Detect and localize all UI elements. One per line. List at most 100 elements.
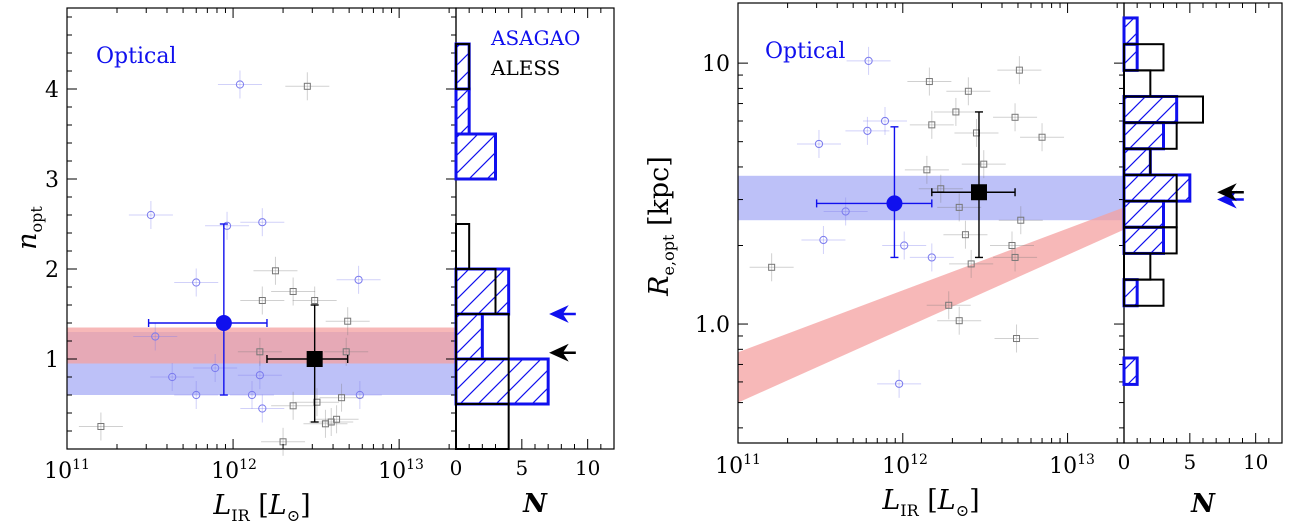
hist-x-tick-label: 10 — [1243, 450, 1268, 474]
right-x-tick-1e13: 1013 — [1049, 452, 1095, 479]
asagao-point — [863, 126, 872, 135]
y-tick-label: 1.0 — [695, 313, 730, 338]
asagao-mean-marker — [215, 315, 232, 331]
asagao-point — [900, 241, 909, 250]
left-y-axis-label: nopt — [12, 206, 46, 250]
left-x-tick-1e11: 1011 — [44, 457, 90, 484]
aless-point — [925, 78, 933, 86]
aless-point — [964, 87, 972, 95]
asagao-point — [355, 390, 364, 400]
asagao-hist-bar — [1122, 16, 1139, 46]
asagao-mean-marker — [886, 195, 903, 212]
aless-point — [961, 231, 969, 239]
aless-point — [967, 260, 975, 268]
y-tick-label: 4 — [45, 78, 59, 103]
asagao-hist-bar — [454, 42, 471, 91]
asagao-hist-bar — [1122, 121, 1165, 151]
y-tick-label: 10 — [702, 52, 730, 77]
left-hist-x-axis-label: N — [522, 489, 548, 519]
asagao-hist-bar — [1122, 42, 1139, 72]
band-model — [67, 327, 456, 364]
asagao-point — [927, 253, 936, 262]
right-scatter-panel: Optical 1011 1012 1013 LIR [L⊙] Re,opt [… — [644, 2, 1125, 520]
aless-median-arrow — [549, 343, 576, 362]
aless-mean-marker — [970, 184, 987, 201]
asagao-point — [814, 139, 824, 149]
asagao-hist-bar — [454, 132, 497, 181]
asagao-hist-bar — [1122, 147, 1152, 177]
asagao-hist-bar — [1122, 173, 1192, 203]
aless-point — [928, 121, 936, 129]
aless-point — [768, 263, 776, 271]
asagao-point — [354, 275, 363, 284]
right-annotation-optical: Optical — [765, 39, 845, 64]
asagao-median-arrow — [549, 305, 576, 323]
aless-point — [97, 423, 105, 430]
asagao-point — [146, 210, 155, 220]
legend-asagao: ASAGAO — [490, 26, 580, 50]
hist-x-tick-label: 0 — [450, 456, 463, 480]
right-hist-x-axis-label: N — [1190, 489, 1216, 519]
aless-point — [303, 82, 311, 90]
asagao-point — [880, 116, 890, 126]
legend-aless: ALESS — [490, 56, 560, 80]
aless-point — [342, 348, 350, 356]
asagao-point — [895, 379, 904, 388]
aless-point — [980, 160, 988, 168]
aless-mean-marker — [306, 351, 323, 367]
right-scatter-frame — [737, 2, 1125, 444]
aless-point — [923, 166, 931, 174]
asagao-hist-bar — [454, 87, 471, 136]
aless-hist-bar — [1123, 43, 1165, 72]
aless-point — [945, 301, 953, 309]
left-x-tick-1e13: 1013 — [378, 457, 424, 484]
asagao-point — [192, 278, 201, 287]
aless-point — [1013, 335, 1021, 343]
aless-point — [1011, 113, 1019, 121]
band-model — [738, 207, 1124, 403]
aless-point — [313, 398, 321, 406]
right-x-tick-1e11: 1011 — [715, 452, 761, 479]
band-optical — [738, 175, 1124, 221]
hist-x-tick-label: 0 — [1118, 450, 1131, 474]
asagao-hist-bar — [1122, 356, 1139, 386]
asagao-point — [258, 404, 267, 413]
aless-point — [338, 394, 346, 402]
asagao-point — [864, 56, 873, 65]
aless-point — [321, 420, 329, 428]
aless-point — [256, 348, 264, 356]
asagao-point — [151, 332, 160, 341]
left-histogram-panel: ASAGAO ALESS N 0 5 10 — [450, 7, 615, 519]
aless-point — [289, 288, 297, 295]
y-tick-label: 1 — [45, 348, 59, 373]
left-x-tick-1e12: 1012 — [211, 457, 257, 484]
aless-hist-bar — [1123, 69, 1152, 98]
aless-point — [952, 108, 960, 116]
right-histogram-panel: N 0 5 10 — [1118, 2, 1283, 519]
asagao-point — [819, 235, 828, 245]
aless-point — [258, 297, 266, 304]
aless-point — [1008, 241, 1016, 249]
asagao-hist-bar — [1122, 278, 1139, 308]
asagao-point — [255, 371, 264, 380]
left-x-axis-label: LIR [L⊙] — [212, 490, 310, 522]
y-tick-label: 3 — [45, 168, 59, 193]
asagao-hist-bar — [1122, 225, 1165, 255]
aless-point — [1015, 66, 1023, 74]
asagao-hist-bar — [1122, 199, 1165, 229]
asagao-hist-bar — [454, 357, 550, 406]
aless-point — [1011, 253, 1019, 261]
aless-point — [1038, 133, 1046, 141]
right-y-axis-label: Re,opt [kpc] — [644, 156, 678, 297]
asagao-point — [841, 207, 850, 216]
aless-hist-bar — [455, 403, 510, 450]
left-annotation-optical: Optical — [96, 44, 176, 69]
right-x-tick-1e12: 1012 — [882, 452, 928, 479]
aless-point — [955, 317, 963, 325]
asagao-point — [192, 390, 201, 400]
asagao-point — [235, 80, 245, 89]
aless-hist-bar — [455, 223, 471, 270]
hist-x-tick-label: 10 — [575, 456, 600, 480]
aless-hist-bar — [1123, 95, 1204, 124]
